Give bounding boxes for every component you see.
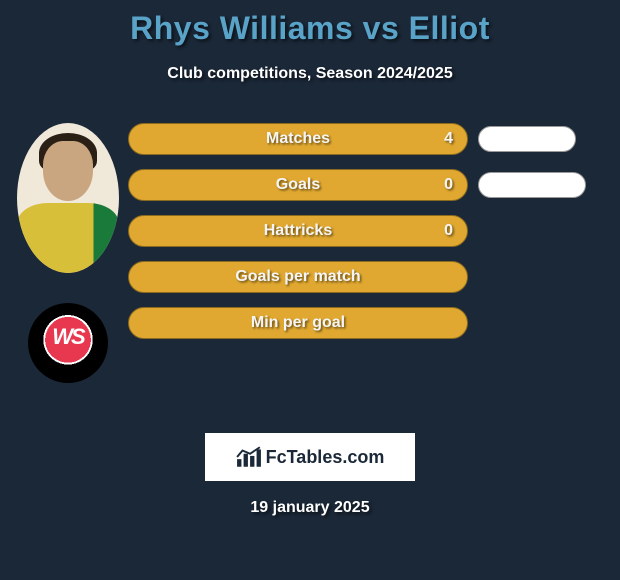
player-avatar xyxy=(17,123,119,273)
brand-text: FcTables.com xyxy=(266,447,385,468)
stat-row: Hattricks 0 xyxy=(128,215,612,247)
club-badge-text: WS xyxy=(52,324,83,350)
stat-row: Goals per match xyxy=(128,261,612,293)
club-badge-inner: WS xyxy=(36,311,100,375)
brand-logo: FcTables.com xyxy=(205,433,415,481)
stat-row: Matches 4 xyxy=(128,123,612,155)
subtitle: Club competitions, Season 2024/2025 xyxy=(0,65,620,83)
stat-bar-right xyxy=(478,172,586,198)
stat-bar-left: Min per goal xyxy=(128,307,468,339)
comparison-content: WS Matches 4 Goals 0 Hattricks 0 Goals per mat… xyxy=(0,123,620,383)
stats-bars: Matches 4 Goals 0 Hattricks 0 Goals per match M… xyxy=(128,123,612,383)
stat-label: Goals per match xyxy=(235,268,360,286)
stat-bar-left: Goals 0 xyxy=(128,169,468,201)
stat-row: Goals 0 xyxy=(128,169,612,201)
stat-label: Min per goal xyxy=(251,314,345,332)
left-player-column: WS xyxy=(8,123,128,383)
stat-value-left: 0 xyxy=(444,176,453,194)
stat-bar-left: Matches 4 xyxy=(128,123,468,155)
date-label: 19 january 2025 xyxy=(0,499,620,517)
stat-bar-right xyxy=(478,126,576,152)
stat-value-left: 0 xyxy=(444,222,453,240)
page-title: Rhys Williams vs Elliot xyxy=(0,0,620,47)
chart-icon xyxy=(236,446,262,468)
player-face xyxy=(43,141,93,201)
club-badge: WS xyxy=(28,303,108,383)
stat-label: Hattricks xyxy=(264,222,332,240)
stat-value-left: 4 xyxy=(444,130,453,148)
stat-label: Goals xyxy=(276,176,320,194)
player-jersey xyxy=(17,203,119,273)
stat-label: Matches xyxy=(266,130,330,148)
stat-bar-left: Hattricks 0 xyxy=(128,215,468,247)
stat-row: Min per goal xyxy=(128,307,612,339)
stat-bar-left: Goals per match xyxy=(128,261,468,293)
